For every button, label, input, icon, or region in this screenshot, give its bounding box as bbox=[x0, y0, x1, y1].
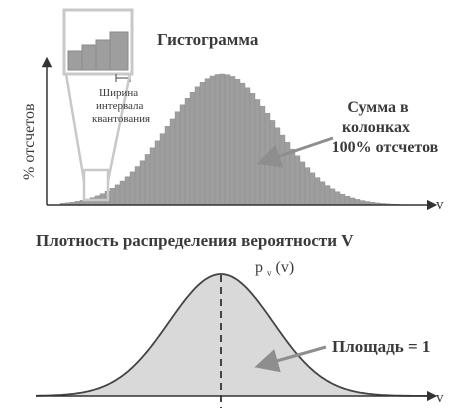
histogram-bar bbox=[329, 188, 336, 206]
histogram-bar bbox=[169, 118, 176, 206]
histogram-bar bbox=[299, 161, 306, 206]
pdf-curve bbox=[36, 273, 430, 397]
bin-width-label-line: интервала bbox=[96, 100, 143, 112]
histogram-x-axis-label: v bbox=[436, 197, 444, 213]
histogram-bar bbox=[149, 147, 156, 206]
pdf-area bbox=[36, 274, 430, 396]
histogram-bar bbox=[274, 127, 281, 206]
bin-width-label: Ширина интервала квантования bbox=[92, 87, 150, 125]
pdf-title: Плотность распределения вероятности V bbox=[36, 231, 354, 250]
histogram-bar bbox=[174, 111, 181, 206]
inset-bar bbox=[67, 50, 83, 71]
histogram-bar bbox=[269, 120, 276, 206]
histogram-inset bbox=[62, 8, 134, 82]
histogram-bar bbox=[239, 82, 246, 206]
histogram-bar bbox=[134, 166, 141, 206]
histogram-y-axis-label: % отсчетов bbox=[21, 103, 38, 180]
histogram-bar bbox=[144, 154, 151, 206]
histogram-bar bbox=[199, 82, 206, 206]
histogram-bar bbox=[189, 91, 196, 206]
inset-callout bbox=[64, 73, 132, 202]
histogram-bar bbox=[249, 93, 256, 206]
histogram-bar bbox=[184, 97, 191, 206]
histogram-bar bbox=[219, 73, 226, 206]
histogram-bar bbox=[279, 134, 286, 206]
pdf-panel: Плотность распределения вероятности V p … bbox=[36, 231, 444, 408]
pdf-x-axis-label: v bbox=[436, 390, 444, 406]
histogram-bar bbox=[339, 193, 346, 206]
histogram-title: Гистограмма bbox=[157, 30, 259, 49]
sum-note-line: 100% отсчетов bbox=[332, 139, 439, 156]
pdf-label-sub: v bbox=[267, 268, 272, 278]
histogram-bar bbox=[289, 148, 296, 206]
histogram-bar bbox=[159, 133, 166, 206]
inset-bar bbox=[109, 31, 129, 71]
histogram-bar bbox=[129, 171, 136, 206]
histogram-bar bbox=[259, 105, 266, 206]
pdf-label-arg: (v) bbox=[276, 259, 295, 276]
inset-bar bbox=[81, 44, 97, 71]
sum-note: Сумма в колонках 100% отсчетов bbox=[332, 99, 439, 156]
histogram-bar bbox=[349, 197, 356, 206]
histogram-bar bbox=[314, 177, 321, 206]
bin-width-label-line: Ширина bbox=[99, 87, 138, 99]
histogram-bar bbox=[324, 185, 331, 206]
histogram-bar bbox=[204, 78, 211, 206]
histogram-bar bbox=[234, 79, 241, 206]
histogram-bar bbox=[294, 155, 301, 206]
histogram-bar bbox=[154, 140, 161, 206]
histogram-bar bbox=[164, 126, 171, 206]
histogram-bar bbox=[229, 76, 236, 206]
histogram-bar bbox=[194, 86, 201, 206]
histogram-bar bbox=[244, 87, 251, 206]
histogram-bar bbox=[254, 99, 261, 206]
histogram-bar bbox=[344, 195, 351, 206]
histogram-bar bbox=[354, 199, 361, 206]
histogram-bar bbox=[224, 74, 231, 206]
histogram-bar bbox=[334, 191, 341, 206]
pdf-curve-label: p v (v) bbox=[255, 259, 294, 280]
histogram-bar bbox=[119, 180, 126, 206]
sum-note-arrow bbox=[256, 136, 334, 168]
pdf-label-main: p bbox=[255, 259, 263, 276]
histogram-bar bbox=[319, 181, 326, 206]
area-arrow bbox=[254, 345, 327, 373]
histogram-bar bbox=[124, 176, 131, 206]
histogram-panel: v % отсчетов Гистограмма Ширина интервал… bbox=[21, 8, 444, 213]
sum-note-line: колонках bbox=[342, 119, 410, 136]
histogram-bar bbox=[179, 104, 186, 206]
area-label: Площадь = 1 bbox=[332, 337, 430, 356]
sum-note-line: Сумма в bbox=[347, 99, 409, 116]
inset-bar bbox=[95, 39, 111, 71]
histogram-bar bbox=[214, 74, 221, 206]
histogram-bar bbox=[139, 160, 146, 206]
histogram-bar bbox=[89, 197, 96, 206]
histogram-bar bbox=[304, 167, 311, 206]
histogram-bar bbox=[309, 172, 316, 206]
bin-width-label-line: квантования bbox=[92, 113, 150, 125]
histogram-bar bbox=[209, 75, 216, 206]
histogram-bar bbox=[109, 188, 116, 206]
histogram-bar bbox=[114, 184, 121, 206]
